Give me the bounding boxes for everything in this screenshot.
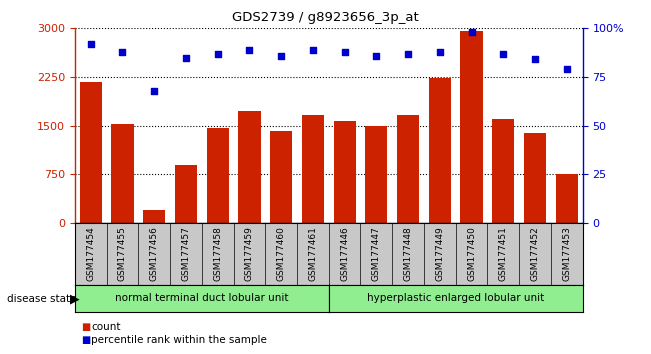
Point (181, 55, 191, 60)
Text: GSM177459: GSM177459 (245, 226, 254, 281)
Point (276, 53, 286, 58)
Text: GSM177446: GSM177446 (340, 226, 349, 281)
Text: ■: ■ (81, 322, 90, 332)
Text: GSM177456: GSM177456 (150, 226, 159, 281)
Text: ■: ■ (81, 335, 90, 345)
Bar (556, 175, 578, 223)
Point (308, 47, 318, 52)
Text: disease state: disease state (7, 294, 76, 304)
Point (339, 49, 350, 55)
Text: percentile rank within the sample: percentile rank within the sample (91, 335, 267, 345)
Point (149, 88, 159, 93)
Text: GDS2739 / g8923656_3p_at: GDS2739 / g8923656_3p_at (232, 11, 419, 24)
Text: GSM177447: GSM177447 (372, 226, 381, 281)
Point (117, 49, 128, 55)
Bar (333, 121, 355, 223)
Text: GSM177461: GSM177461 (309, 226, 318, 281)
Point (244, 47, 255, 52)
Point (403, 51, 413, 56)
Point (435, 49, 445, 55)
Text: GSM177450: GSM177450 (467, 226, 476, 281)
Bar (302, 115, 324, 223)
Bar (175, 165, 197, 223)
Text: GSM177451: GSM177451 (499, 226, 508, 281)
Bar (79, 82, 102, 223)
Point (498, 51, 508, 56)
Point (85, 41, 96, 47)
Text: hyperplastic enlarged lobular unit: hyperplastic enlarged lobular unit (367, 293, 544, 303)
Point (371, 53, 381, 58)
Text: GSM177457: GSM177457 (182, 226, 191, 281)
Bar (492, 119, 514, 223)
Text: GSM177452: GSM177452 (531, 226, 540, 281)
Bar (524, 133, 546, 223)
Bar (270, 131, 292, 223)
Text: GSM177449: GSM177449 (436, 226, 445, 281)
Point (466, 29, 477, 35)
Point (530, 57, 540, 62)
Bar (143, 210, 165, 223)
Text: GSM177454: GSM177454 (86, 226, 95, 281)
Point (212, 51, 223, 56)
Bar (365, 126, 387, 223)
Text: GSM177460: GSM177460 (277, 226, 286, 281)
Bar (429, 78, 451, 223)
Bar (460, 31, 482, 223)
Bar (111, 124, 133, 223)
Bar (238, 112, 260, 223)
Text: GSM177458: GSM177458 (213, 226, 222, 281)
Bar (206, 128, 229, 223)
Bar (397, 115, 419, 223)
Text: GSM177453: GSM177453 (562, 226, 572, 281)
Text: GSM177448: GSM177448 (404, 226, 413, 281)
Text: normal terminal duct lobular unit: normal terminal duct lobular unit (115, 293, 288, 303)
Text: GSM177455: GSM177455 (118, 226, 127, 281)
Point (562, 67, 572, 72)
Text: count: count (91, 322, 120, 332)
Text: ▶: ▶ (70, 293, 79, 306)
